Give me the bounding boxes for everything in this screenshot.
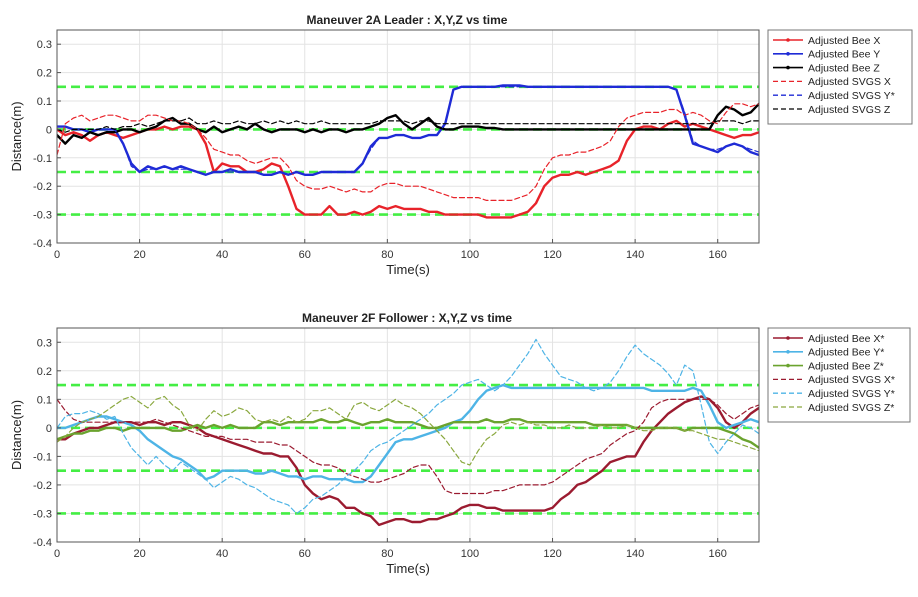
x-tick-labels: 0 20 40 60 80 100 120 140 160 — [54, 239, 727, 261]
legend-marker-2 — [786, 65, 790, 70]
x-tick-label: 40 — [216, 249, 228, 261]
x-tick-label: 80 — [381, 249, 393, 261]
x-tick-label: 160 — [709, 548, 727, 560]
x-tick-label: 140 — [626, 548, 644, 560]
y-tick-labels: -0.4 -0.3 -0.2 -0.1 0 0.1 0.2 0.3 — [33, 39, 61, 250]
y-tick-label: 0 — [46, 124, 52, 136]
series-group — [57, 84, 759, 219]
legend-label-1: Adjusted Bee Y — [808, 49, 880, 61]
legend-box — [767, 327, 911, 423]
y-tick-label: 0.1 — [37, 96, 52, 108]
series-group — [57, 338, 759, 527]
legend-label-5: Adjusted SVGS Z — [808, 104, 891, 116]
chart-title: Maneuver 2F Follower : X,Y,Z vs time — [302, 311, 512, 325]
series-line-5 — [57, 395, 759, 466]
legend-label-4: Adjusted SVGS Y* — [808, 90, 895, 102]
legend-marker-0 — [786, 38, 790, 42]
chart-leader: Maneuver 2A Leader : X,Y,Z vs time 0 20 40… — [9, 13, 913, 277]
y-tick-label: 0 — [46, 423, 52, 435]
legend-label-5: Adjusted SVGS Z* — [808, 402, 894, 414]
series-line-2 — [57, 102, 759, 145]
legend-label-3: Adjusted SVGS X — [808, 76, 891, 88]
y-tick-label: -0.3 — [33, 210, 52, 222]
legend-label-1: Adjusted Bee Y* — [808, 347, 884, 359]
legend-box — [767, 29, 913, 125]
x-tick-label: 20 — [133, 548, 145, 560]
x-tick-label: 120 — [543, 249, 561, 261]
x-axis-label: Time(s) — [386, 561, 430, 576]
y-tick-label: -0.2 — [33, 480, 52, 492]
series-line-3 — [57, 103, 759, 201]
y-tick-label: 0.2 — [37, 68, 52, 80]
y-tick-labels: -0.4 -0.3 -0.2 -0.1 0 0.1 0.2 0.3 — [33, 337, 61, 549]
legend-marker-1 — [786, 350, 790, 354]
legend-marker-1 — [786, 52, 790, 56]
legend-label-0: Adjusted Bee X* — [808, 333, 884, 345]
series-line-5 — [57, 117, 759, 133]
x-tick-label: 60 — [299, 249, 311, 261]
y-tick-label: -0.3 — [33, 508, 52, 520]
chart-follower: Maneuver 2F Follower : X,Y,Z vs time 0 20… — [9, 311, 911, 576]
y-tick-label: -0.4 — [33, 537, 52, 549]
series-line-4 — [57, 86, 759, 176]
series-line-0 — [57, 119, 759, 219]
legend-label-2: Adjusted Bee Z* — [808, 360, 884, 372]
legend-marker-0 — [786, 336, 790, 340]
plot-background — [57, 328, 759, 542]
legend-label-0: Adjusted Bee X — [808, 35, 880, 47]
legend-marker-2 — [786, 363, 790, 368]
x-tick-label: 0 — [54, 249, 60, 261]
legend-label-3: Adjusted SVGS X* — [808, 374, 895, 386]
y-tick-label: -0.1 — [33, 153, 52, 165]
y-axis-label: Distance(m) — [9, 400, 24, 470]
series-line-3 — [57, 398, 759, 495]
x-tick-label: 80 — [381, 548, 393, 560]
series-line-2 — [57, 418, 759, 449]
chart-title: Maneuver 2A Leader : X,Y,Z vs time — [307, 13, 508, 27]
y-tick-label: 0.1 — [37, 394, 52, 406]
x-tick-label: 160 — [709, 249, 727, 261]
y-tick-label: 0.2 — [37, 366, 52, 378]
y-tick-label: -0.1 — [33, 451, 52, 463]
x-tick-label: 100 — [461, 548, 479, 560]
x-tick-label: 20 — [133, 249, 145, 261]
x-tick-label: 120 — [543, 548, 561, 560]
series-line-1 — [57, 383, 759, 484]
legend-label-2: Adjusted Bee Z — [808, 62, 880, 74]
y-tick-label: -0.2 — [33, 181, 52, 193]
x-tick-label: 60 — [299, 548, 311, 560]
legend-label-4: Adjusted SVGS Y* — [808, 388, 895, 400]
plot-frame — [56, 327, 760, 543]
x-tick-label: 40 — [216, 548, 228, 560]
plot-frame — [56, 29, 760, 244]
y-tick-label: 0.3 — [37, 39, 52, 51]
y-tick-label: 0.3 — [37, 337, 52, 349]
x-tick-labels: 0 20 40 60 80 100 120 140 160 — [54, 538, 727, 560]
x-tick-label: 0 — [54, 548, 60, 560]
x-axis-label: Time(s) — [386, 262, 430, 277]
legend: Adjusted Bee X* Adjusted Bee Y*Adjusted B… — [767, 327, 911, 423]
series-line-0 — [57, 395, 759, 527]
y-tick-label: -0.4 — [33, 238, 52, 250]
x-tick-label: 140 — [626, 249, 644, 261]
x-tick-label: 100 — [461, 249, 479, 261]
series-line-4 — [57, 338, 759, 515]
y-axis-label: Distance(m) — [9, 101, 24, 171]
